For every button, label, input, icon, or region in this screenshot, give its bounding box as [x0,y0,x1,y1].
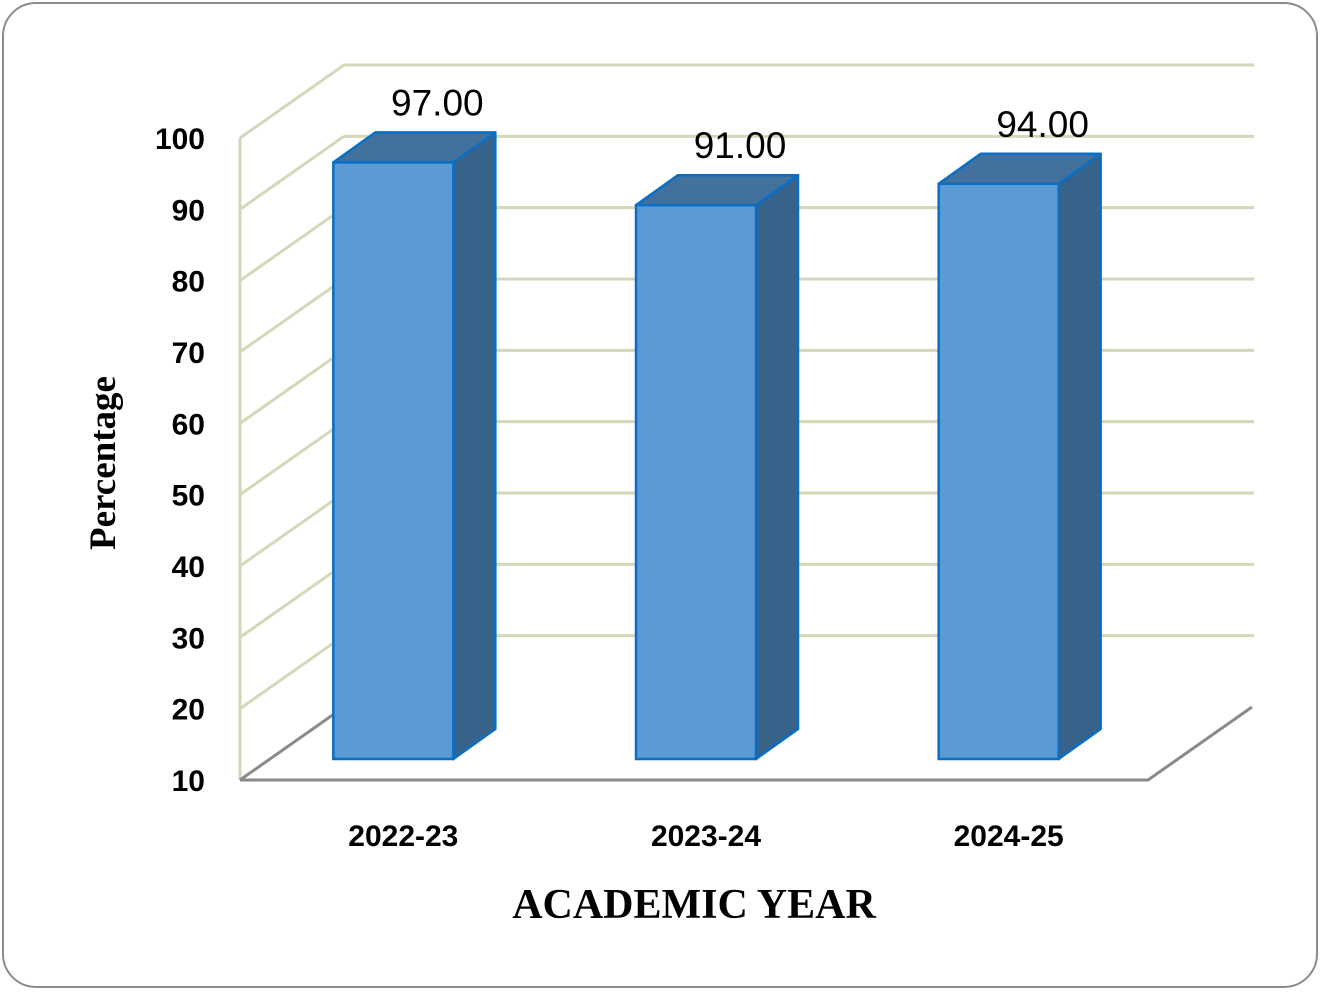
y-tick-label: 30 [172,622,205,655]
bars [332,131,1102,761]
y-tick-label: 20 [172,694,205,727]
bar-side [754,173,800,761]
floor-edge [240,705,1253,782]
x-tick-label: 2023-24 [651,820,761,853]
bar-side [1057,152,1102,761]
y-tick-label: 90 [172,194,205,227]
wall-gridline-90 [239,135,345,211]
bar-2024-25 [937,152,1102,761]
data-label: 91.00 [694,125,787,166]
y-tick-label: 60 [172,408,205,441]
wall-gridline-60 [239,349,345,425]
wall-gridline-70 [239,277,345,354]
wall-gridline-20 [239,634,345,710]
y-tick-label: 100 [155,123,205,156]
data-label: 97.00 [391,82,484,123]
floor-left-edge [239,705,345,782]
wall-gridline-100 [239,63,345,140]
x-tick-label: 2024-25 [954,820,1064,853]
bar-front [937,182,1060,761]
bar-2023-24 [634,173,800,761]
y-tick-label: 40 [172,551,205,584]
bar-front [332,161,455,761]
data-label: 94.00 [996,104,1089,145]
y-tick-label: 70 [172,337,205,370]
wall-gridline-80 [239,206,345,282]
tick-labels: 10 20 30 40 50 60 70 80 90 100 97.00 2022-23 91.00 20… [155,82,1089,853]
y-tick-label: 10 [172,765,205,798]
wall-gridline-50 [239,420,345,496]
bar-2022-23 [332,131,497,761]
y-axis-title: Percentage [83,376,124,550]
x-tick-label: 2022-23 [348,820,458,853]
wall-gridline-40 [239,491,345,568]
y-tick-label: 80 [172,266,205,299]
bar-front [634,203,758,761]
x-axis-title: ACADEMIC YEAR [512,882,876,928]
y-tick-label: 50 [172,480,205,513]
bar-side [452,131,497,761]
wall-gridline-30 [239,563,345,639]
